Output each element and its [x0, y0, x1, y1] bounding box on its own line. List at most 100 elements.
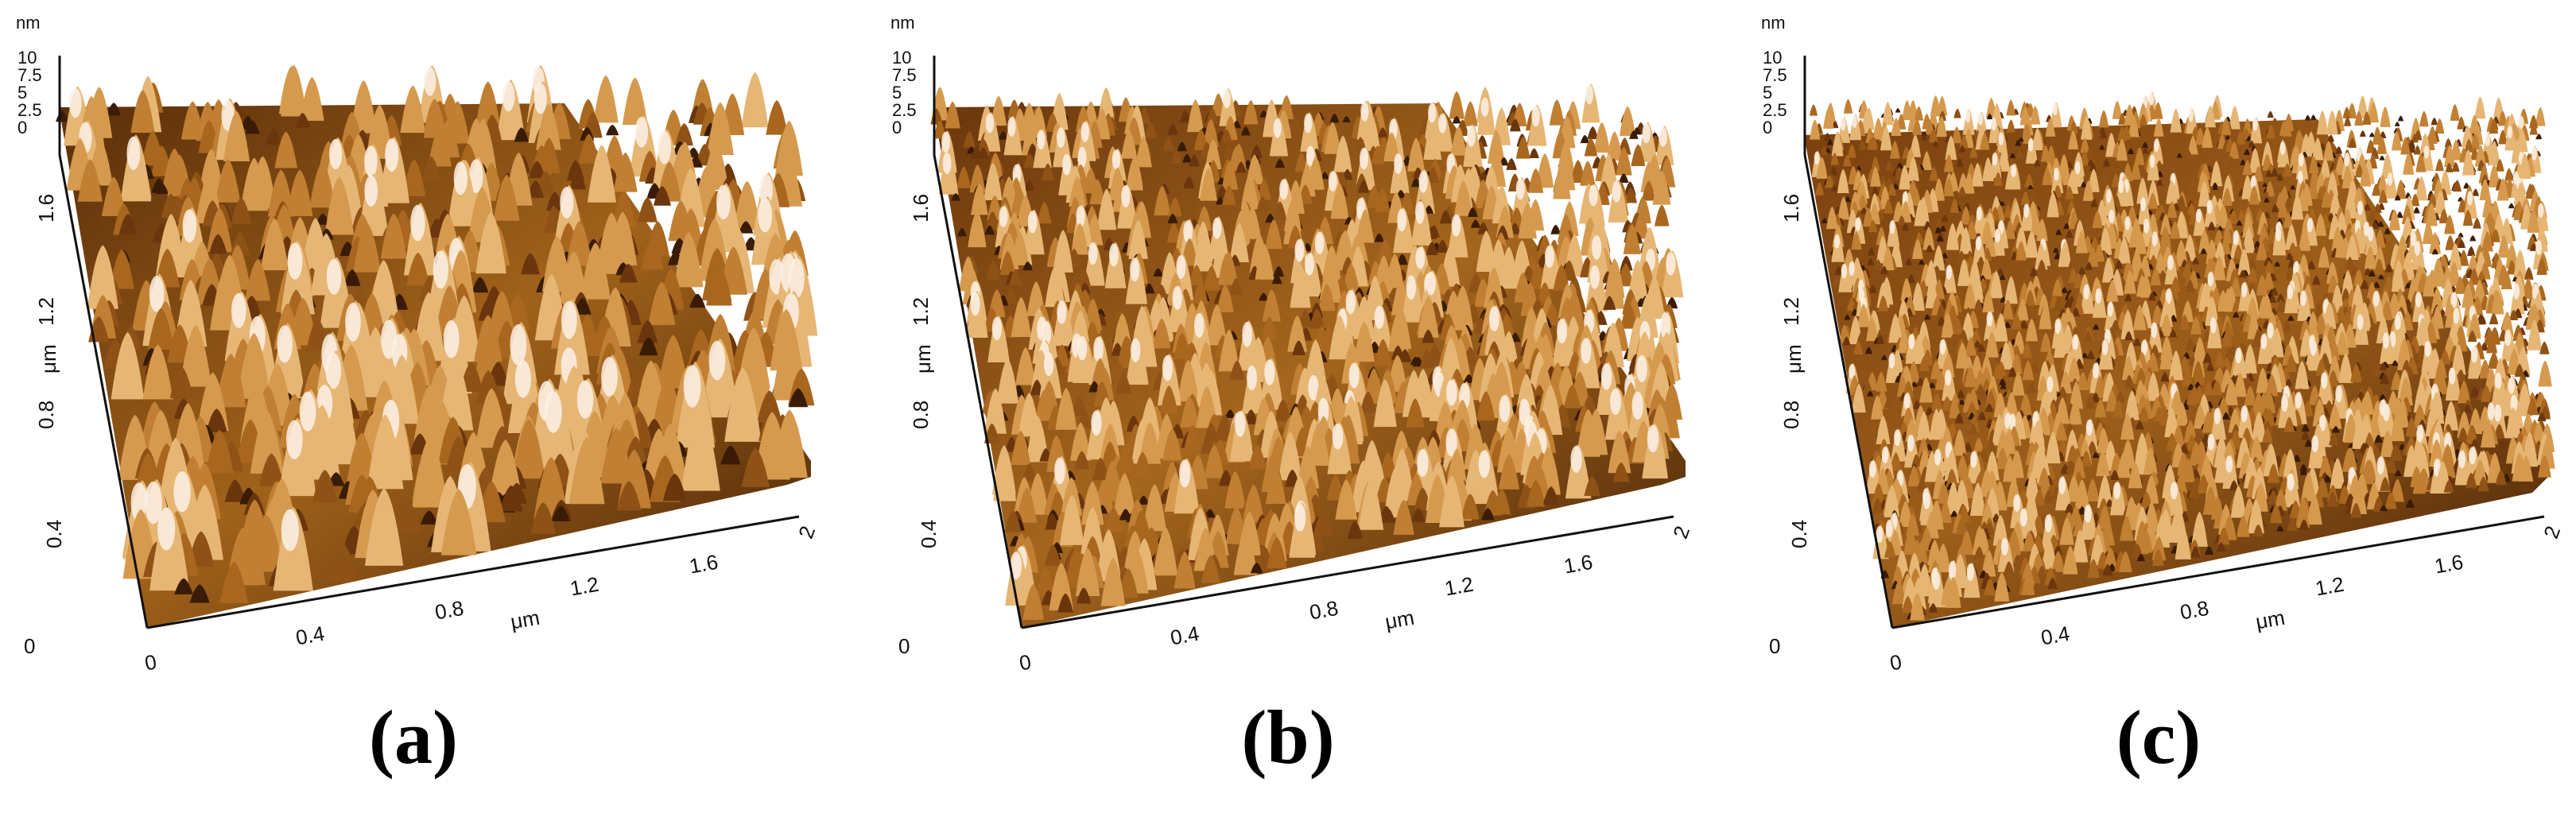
surface-grain [2354, 110, 2364, 126]
surface-highlight [1062, 153, 1072, 176]
surface-grain [1831, 184, 1838, 192]
surface-grain [1026, 143, 1038, 156]
x-tick-label: 1.2 [568, 571, 601, 601]
surface-grain [2290, 184, 2296, 190]
surface-grain [1941, 312, 1954, 338]
surface-highlight [1183, 220, 1193, 243]
surface-grain [1884, 199, 1894, 214]
surface-grain [2176, 153, 2182, 158]
surface-grain [1410, 177, 1422, 188]
surface-grain [2135, 420, 2144, 430]
surface-grain [2525, 183, 2535, 199]
surface-grain [2507, 260, 2517, 275]
surface-grain [1374, 339, 1392, 366]
surface-grain [2075, 230, 2088, 254]
surface-grain [1868, 219, 1878, 233]
surface-grain [1942, 396, 1953, 412]
surface-grain [2099, 227, 2112, 255]
surface-grain [637, 197, 658, 223]
surface-highlight [1600, 363, 1612, 390]
surface-grain [1076, 587, 1092, 604]
surface-highlight [2320, 372, 2328, 389]
surface-grain [2539, 341, 2550, 354]
surface-grain [2529, 114, 2539, 129]
surface-grain [1978, 389, 1988, 401]
surface-grain [2283, 163, 2292, 177]
surface-grain [2248, 185, 2260, 205]
surface-grain [1009, 269, 1022, 286]
surface-highlight [1934, 448, 1942, 466]
surface-grain [2240, 159, 2246, 165]
surface-grain [2497, 110, 2508, 126]
surface-grain [2146, 372, 2161, 401]
surface-grain [619, 263, 638, 283]
surface-highlight [1294, 238, 1305, 262]
surface-highlight [1308, 374, 1319, 401]
surface-grain [1823, 107, 1834, 129]
surface-grain [2139, 114, 2147, 126]
surface-grain [1383, 132, 1400, 162]
surface-grain [395, 500, 421, 533]
surface-grain [1115, 372, 1132, 394]
surface-grain [2514, 182, 2528, 209]
surface-grain [1977, 344, 1985, 352]
surface-highlight [1489, 306, 1499, 331]
y-tick-label: 0.8 [34, 400, 58, 429]
surface-grain [2488, 354, 2499, 369]
surface-grain [1907, 465, 1921, 487]
surface-grain [2156, 179, 2163, 186]
surface-grain [2321, 190, 2332, 208]
surface-grain [2316, 110, 2329, 135]
surface-grain [1251, 145, 1263, 158]
surface-grain [309, 161, 336, 208]
surface-grain [1250, 563, 1263, 574]
surface-grain [1871, 395, 1884, 420]
surface-grain [2286, 252, 2294, 261]
x-tick-label: 1.2 [1442, 571, 1476, 601]
surface-highlight [1328, 171, 1337, 192]
surface-highlight [2485, 134, 2490, 147]
surface-grain [1934, 226, 1942, 234]
surface-grain [2256, 367, 2270, 393]
y-tick-label: 0 [898, 634, 910, 658]
surface-grain [1036, 567, 1056, 598]
surface-grain [2025, 230, 2039, 258]
surface-grain [2066, 230, 2074, 238]
surface-grain [1860, 110, 1872, 133]
surface-grain [107, 103, 121, 116]
surface-grain [1928, 382, 1936, 389]
surface-highlight [2046, 376, 2054, 393]
surface-grain [1016, 487, 1038, 523]
surface-grain [2027, 184, 2034, 190]
surface-grain [2326, 110, 2338, 135]
surface-grain [2253, 165, 2264, 182]
surface-grain [2087, 246, 2099, 267]
surface-grain [1449, 91, 1465, 119]
surface-grain [1980, 132, 1990, 150]
surface-grain [2260, 293, 2274, 319]
surface-grain [2212, 184, 2218, 190]
surface-grain [206, 207, 233, 253]
surface-highlight [1406, 275, 1416, 300]
surface-grain [237, 332, 271, 399]
surface-grain [1830, 153, 1839, 165]
surface-highlight [385, 138, 399, 172]
surface-grain [673, 231, 704, 288]
surface-grain [1982, 157, 1994, 181]
surface-grain [1202, 118, 1219, 148]
surface-grain [1576, 408, 1600, 457]
surface-grain [1875, 371, 1887, 392]
surface-grain [2371, 221, 2379, 230]
surface-grain [2004, 198, 2012, 209]
surface-grain [1160, 385, 1178, 414]
surface-highlight [999, 206, 1008, 227]
surface-highlight [2165, 288, 2172, 304]
surface-grain [2434, 118, 2445, 134]
surface-grain [1104, 507, 1123, 532]
surface-grain [1618, 137, 1631, 155]
surface-grain [2124, 374, 2135, 389]
surface-grain [1963, 283, 1977, 309]
surface-grain [2116, 391, 2125, 403]
surface-grain [1860, 207, 1868, 215]
surface-grain [205, 430, 234, 474]
